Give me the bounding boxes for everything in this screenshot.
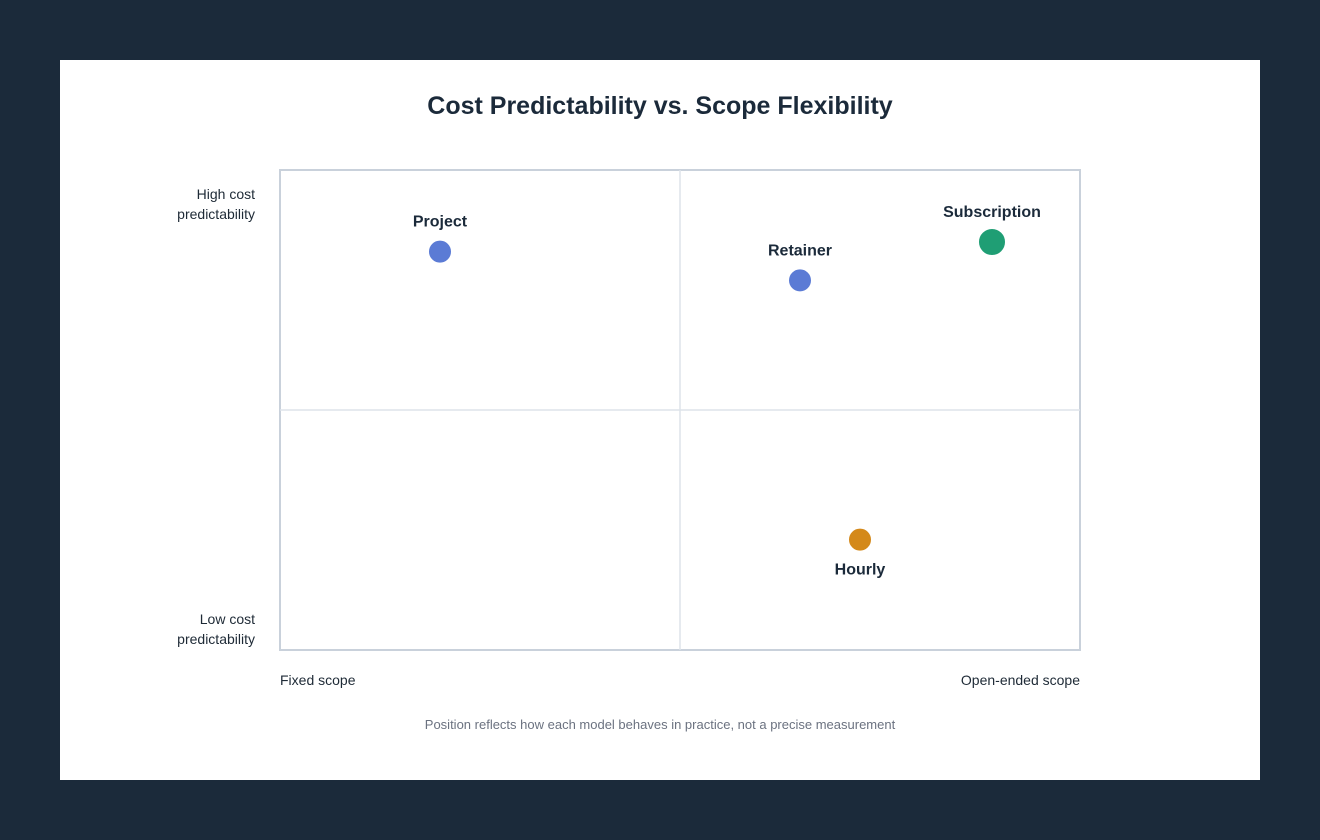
plot-area: Project Retainer Subscription Hourly [279,169,1081,651]
y-tick-high: High cost predictability [177,186,255,222]
point-label-project: Project [413,214,468,231]
point-project[interactable] [427,238,453,265]
x-tick-fixed: Fixed scope [280,672,356,688]
x-tick-open: Open-ended scope [960,672,1080,688]
chart-card: Cost Predictability vs. Scope Flexibilit… [60,60,1260,780]
point-subscription[interactable] [977,227,1007,257]
y-tick-low: Low cost predictability [177,611,255,647]
point-label-subscription: Subscription [943,204,1041,221]
chart-footnote: Position reflects how each model behaves… [424,717,896,732]
point-hourly[interactable] [847,526,873,553]
point-label-hourly: Hourly [835,562,886,579]
point-retainer[interactable] [787,267,813,294]
point-label-retainer: Retainer [768,242,832,259]
chart-title: Cost Predictability vs. Scope Flexibilit… [427,92,893,120]
